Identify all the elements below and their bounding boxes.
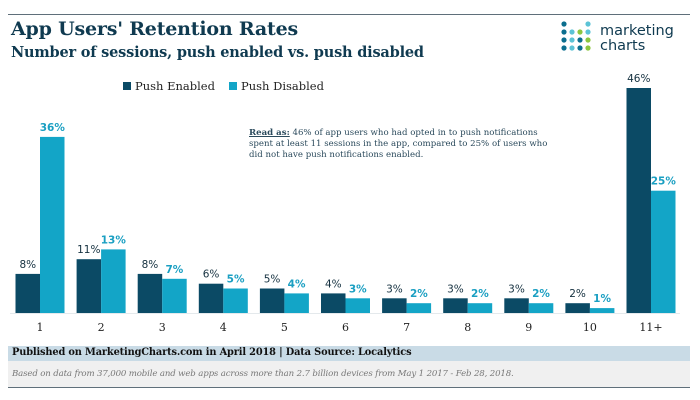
top-rule	[8, 14, 690, 15]
data-label-push-enabled-10: 2%	[569, 288, 586, 300]
legend-swatch-push-enabled	[123, 82, 131, 90]
logo-dot	[561, 37, 567, 43]
bar-push-enabled-4	[198, 283, 224, 313]
logo-text-line1: marketing	[600, 23, 674, 39]
annotation-text: 46% of app users who had opted in to pus…	[249, 128, 548, 161]
bar-push-enabled-7	[382, 298, 407, 313]
data-label-push-disabled-8: 2%	[471, 288, 489, 300]
logo-dot	[577, 37, 583, 43]
marketingcharts-logo: marketing charts	[560, 20, 690, 56]
bar-push-disabled-4	[223, 288, 248, 313]
data-label-push-enabled-5: 5%	[264, 274, 281, 286]
data-label-push-enabled-7: 3%	[386, 283, 403, 295]
data-label-push-disabled-1: 36%	[40, 122, 66, 134]
source-note: Based on data from 37,000 mobile and web…	[12, 369, 514, 379]
bar-push-enabled-2	[76, 259, 102, 313]
legend-label-push-disabled: Push Disabled	[240, 79, 324, 93]
data-label-push-disabled-4: 5%	[227, 274, 245, 286]
bottom-rule	[8, 387, 690, 388]
x-tick-label-10: 10	[583, 321, 597, 334]
x-tick-label-1: 1	[37, 321, 44, 334]
logo-dot	[585, 37, 591, 43]
logo-dot	[561, 21, 567, 27]
logo-dots-icon	[561, 21, 591, 51]
logo-dot	[577, 29, 583, 35]
x-tick-label-7: 7	[403, 321, 410, 334]
published-band: Published on MarketingCharts.com in Apri…	[8, 346, 690, 361]
logo-dot	[585, 21, 591, 27]
annotation-lead: Read as:	[249, 128, 290, 138]
data-label-push-enabled-1: 8%	[19, 259, 36, 271]
data-label-push-enabled-6: 4%	[325, 278, 342, 290]
bar-push-disabled-10	[589, 308, 615, 313]
published-text: Published on MarketingCharts.com in Apri…	[12, 347, 412, 358]
data-label-push-enabled-11+: 46%	[627, 73, 650, 85]
chart-legend: Push Enabled Push Disabled	[123, 79, 338, 93]
bar-push-enabled-3	[137, 273, 163, 313]
legend-swatch-push-disabled	[228, 82, 237, 90]
bar-push-enabled-11+	[626, 88, 651, 313]
data-label-push-disabled-6: 3%	[349, 283, 367, 295]
bar-push-disabled-8	[467, 303, 493, 313]
bar-push-disabled-2	[101, 249, 126, 313]
legend-label-push-enabled: Push Enabled	[135, 79, 215, 93]
data-label-push-disabled-7: 2%	[410, 288, 428, 300]
data-label-push-disabled-11+: 25%	[651, 176, 677, 188]
data-label-push-disabled-2: 13%	[101, 234, 127, 246]
logo-dot	[585, 45, 591, 51]
data-label-push-enabled-4: 6%	[203, 269, 220, 281]
read-as-annotation: Read as: 46% of app users who had opted …	[249, 128, 549, 162]
data-label-push-disabled-9: 2%	[532, 288, 550, 300]
bar-push-enabled-10	[565, 303, 590, 313]
x-tick-label-9: 9	[525, 321, 532, 334]
bar-push-enabled-9	[504, 298, 529, 313]
x-tick-label-3: 3	[159, 321, 166, 334]
bar-push-enabled-6	[321, 293, 346, 313]
data-label-push-disabled-3: 7%	[165, 264, 183, 276]
logo-text: marketing charts	[600, 24, 674, 54]
bar-push-enabled-1	[15, 273, 40, 313]
chart-title: App Users' Retention Rates	[11, 18, 298, 40]
logo-dot	[569, 29, 575, 35]
bar-push-disabled-1	[40, 136, 65, 313]
bar-push-disabled-9	[528, 303, 554, 313]
legend-item-push-enabled: Push Enabled	[123, 79, 215, 93]
bar-push-disabled-5	[284, 293, 309, 313]
chart-subtitle: Number of sessions, push enabled vs. pus…	[11, 44, 424, 61]
bar-push-disabled-6	[345, 298, 370, 313]
x-tick-label-4: 4	[220, 321, 227, 334]
data-label-push-enabled-2: 11%	[77, 244, 100, 256]
logo-dot	[569, 45, 575, 51]
x-tick-label-8: 8	[464, 321, 471, 334]
data-label-push-enabled-9: 3%	[508, 283, 525, 295]
logo-dot	[569, 37, 575, 43]
bar-chart: 8%36%111%13%28% 7%36% 5%45% 4%54% 3%63% 2%73%…	[10, 73, 680, 334]
x-tick-label-6: 6	[342, 321, 349, 334]
data-label-push-disabled-10: 1%	[593, 293, 611, 305]
logo-text-line2: charts	[600, 38, 646, 54]
data-label-push-disabled-5: 4%	[288, 278, 306, 290]
bar-push-disabled-3	[162, 278, 187, 313]
legend-item-push-disabled: Push Disabled	[228, 79, 324, 93]
bar-push-enabled-5	[259, 288, 285, 313]
data-label-push-enabled-8: 3%	[447, 283, 464, 295]
logo-dot	[561, 29, 567, 35]
x-tick-label-11+: 11+	[639, 321, 662, 334]
logo-dot	[577, 45, 583, 51]
note-band: Based on data from 37,000 mobile and web…	[8, 361, 690, 387]
bar-push-enabled-8	[443, 298, 468, 313]
data-label-push-enabled-3: 8%	[142, 259, 159, 271]
logo-dot	[585, 29, 591, 35]
x-tick-label-5: 5	[281, 321, 288, 334]
bar-push-disabled-7	[406, 303, 432, 313]
x-tick-label-2: 2	[98, 321, 105, 334]
logo-dot	[561, 45, 567, 51]
bar-push-disabled-11+	[651, 190, 676, 313]
